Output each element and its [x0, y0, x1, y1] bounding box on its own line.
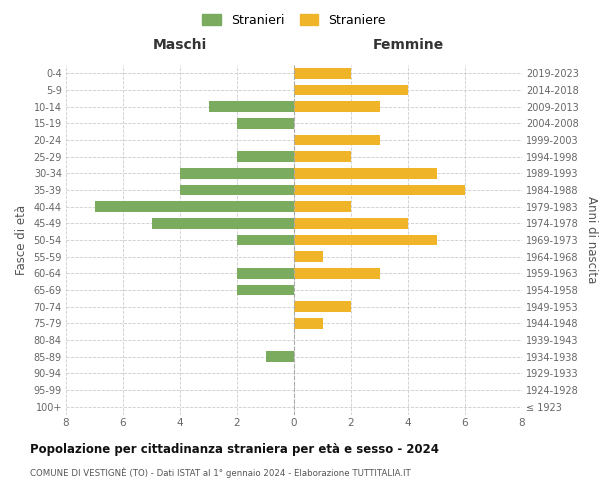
Text: Maschi: Maschi	[153, 38, 207, 52]
Bar	[180, 168, 294, 179]
Text: Popolazione per cittadinanza straniera per età e sesso - 2024: Popolazione per cittadinanza straniera p…	[30, 442, 439, 456]
Text: Femmine: Femmine	[373, 38, 443, 52]
Bar	[209, 101, 294, 112]
Bar	[294, 301, 351, 312]
Bar	[265, 351, 294, 362]
Bar	[151, 218, 294, 229]
Bar	[294, 151, 351, 162]
Bar	[294, 101, 380, 112]
Bar	[294, 318, 323, 329]
Bar	[294, 184, 465, 196]
Bar	[95, 201, 294, 212]
Bar	[294, 134, 380, 145]
Bar	[294, 168, 437, 179]
Bar	[294, 218, 408, 229]
Bar	[294, 84, 408, 96]
Y-axis label: Anni di nascita: Anni di nascita	[584, 196, 598, 284]
Bar	[294, 201, 351, 212]
Y-axis label: Fasce di età: Fasce di età	[15, 205, 28, 275]
Bar	[237, 118, 294, 128]
Bar	[294, 251, 323, 262]
Bar	[180, 184, 294, 196]
Bar	[237, 151, 294, 162]
Bar	[294, 68, 351, 78]
Bar	[294, 234, 437, 246]
Bar	[237, 268, 294, 279]
Text: COMUNE DI VESTIGNÈ (TO) - Dati ISTAT al 1° gennaio 2024 - Elaborazione TUTTITALI: COMUNE DI VESTIGNÈ (TO) - Dati ISTAT al …	[30, 468, 411, 478]
Legend: Stranieri, Straniere: Stranieri, Straniere	[199, 10, 389, 30]
Bar	[294, 268, 380, 279]
Bar	[237, 284, 294, 296]
Bar	[237, 234, 294, 246]
